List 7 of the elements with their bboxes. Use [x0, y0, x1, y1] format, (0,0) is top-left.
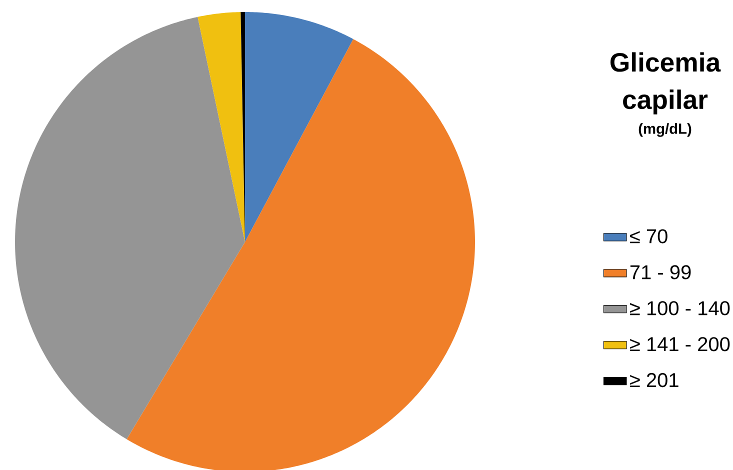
- legend-label: ≥ 141 - 200: [630, 337, 730, 352]
- legend-label: 71 - 99: [630, 265, 691, 280]
- legend-title: Glicemia capilar: [610, 52, 721, 114]
- legend-label: ≥ 100 - 140: [630, 301, 730, 316]
- legend-label: ≥ 201: [630, 373, 678, 388]
- text: (mg/dL): [638, 123, 692, 137]
- legend-label: ≤ 70: [630, 229, 668, 244]
